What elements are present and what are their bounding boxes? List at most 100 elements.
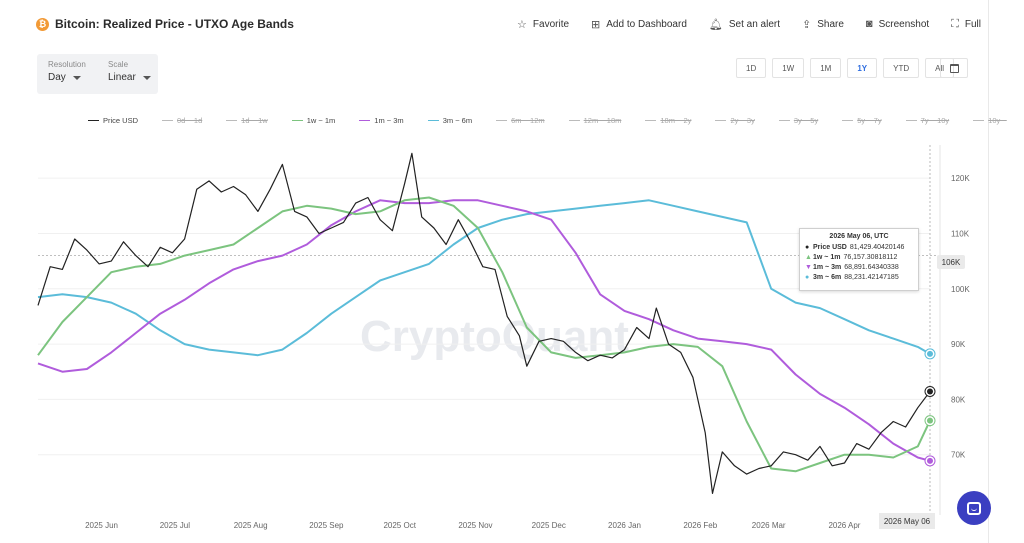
legend-swatch — [715, 119, 727, 122]
legend-item[interactable]: 5y ~ 7y — [842, 116, 882, 125]
range-buttons: 1D 1W 1M 1Y YTD All — [736, 58, 955, 78]
tooltip-series-name: Price USD — [813, 244, 847, 251]
chart-tooltip: 2026 May 06, UTC ● Price USD 81,429.404201… — [799, 228, 919, 291]
legend-swatch — [842, 119, 854, 122]
legend-swatch — [162, 119, 174, 122]
legend-swatch — [905, 119, 917, 122]
tooltip-series-name: 3m ~ 6m — [813, 274, 842, 281]
favorite-button[interactable]: ☆ Favorite — [517, 18, 569, 31]
tooltip-value: 88,231.42147185 — [844, 274, 899, 281]
legend-label: 12m ~ 18m — [583, 116, 622, 125]
legend-swatch — [568, 119, 580, 122]
series-end-marker — [927, 417, 933, 424]
add-to-dashboard-label: Add to Dashboard — [606, 18, 687, 30]
resolution-value: Day — [48, 72, 66, 83]
legend-item[interactable]: 3y ~ 5y — [778, 116, 819, 125]
scale-label: Scale — [108, 60, 129, 69]
legend-item[interactable]: 0d ~ 1d — [162, 116, 202, 125]
calendar-icon — [949, 63, 959, 73]
tooltip-series-name: 1w ~ 1m — [813, 254, 841, 261]
legend-swatch — [291, 119, 303, 122]
y-tick-label: 70K — [951, 451, 966, 460]
camera-icon: ◙ — [865, 18, 873, 30]
set-alert-button[interactable]: 🔔︎ Set an alert — [709, 18, 780, 31]
bitcoin-icon: ₿ — [36, 17, 49, 31]
bell-icon: 🔔︎ — [708, 18, 723, 31]
legend-swatch — [778, 119, 790, 122]
legend-label: 0d ~ 1d — [177, 116, 203, 125]
legend-item[interactable]: 12m ~ 18m — [568, 116, 622, 125]
range-button-1w[interactable]: 1W — [772, 58, 805, 78]
tooltip-value: 81,429.40420146 — [849, 244, 905, 251]
x-tick-label: 2025 Aug — [234, 521, 268, 530]
legend-label: 3m ~ 6m — [442, 116, 473, 125]
legend-item[interactable]: 10y ~ — [973, 116, 1007, 125]
crosshair-price-label: 106K — [937, 255, 965, 269]
legend-label: 2y ~ 3y — [730, 116, 755, 125]
legend-item[interactable]: Price USD — [88, 116, 138, 125]
share-button[interactable]: ⇪ Share — [802, 18, 844, 31]
chart-canvas[interactable]: 70K 80K 90K 100K 110K 120K 2025 Jun 2025 Jul 202… — [0, 0, 988, 543]
series-line-1m-3m — [37, 199, 931, 462]
legend-label: 6m ~ 12m — [511, 116, 545, 125]
fullscreen-label: Full — [964, 18, 981, 30]
crosshair-date-label: 2026 May 06 — [879, 513, 935, 529]
fullscreen-button[interactable]: ⛶ Full — [951, 18, 981, 31]
scale-select[interactable]: Scale Linear — [108, 60, 151, 83]
range-button-all[interactable]: All — [925, 58, 955, 78]
x-tick-label: 2025 Dec — [532, 521, 566, 530]
chat-support-button[interactable] — [957, 491, 991, 525]
legend-item[interactable]: 6m ~ 12m — [496, 116, 545, 125]
legend-swatch — [88, 119, 99, 122]
scale-value: Linear — [108, 72, 136, 83]
x-tick-label: 2025 Jul — [160, 521, 190, 530]
chevron-down-icon — [72, 75, 81, 80]
resolution-select[interactable]: Resolution Day — [48, 60, 86, 83]
legend-item[interactable]: 3m ~ 6m — [427, 116, 473, 125]
share-label: Share — [817, 18, 844, 30]
range-button-1m[interactable]: 1M — [810, 58, 842, 78]
set-alert-label: Set an alert — [728, 18, 781, 30]
series-line-3m-6m — [37, 199, 931, 357]
tooltip-series-name: 1m ~ 3m — [813, 264, 842, 271]
range-button-1y[interactable]: 1Y — [847, 58, 878, 78]
series-end-marker — [927, 457, 933, 464]
legend-label: 18m ~ 2y — [660, 116, 692, 125]
legend-swatch — [427, 119, 439, 122]
series-line-price-usd — [37, 152, 931, 494]
dashboard-add-icon: ⊞ — [591, 18, 601, 31]
tooltip-row: ▲ 1w ~ 1m 76,157.30818112 — [805, 253, 913, 263]
legend-item[interactable]: 1m ~ 3m — [359, 116, 404, 125]
x-tick-label: 2026 Jan — [608, 521, 641, 530]
tooltip-row: ● 3m ~ 6m 88,231.42147185 — [805, 273, 913, 283]
legend-item[interactable]: 7y ~ 10y — [905, 116, 949, 125]
screenshot-button[interactable]: ◙ Screenshot — [866, 18, 929, 30]
series-end-marker — [927, 388, 933, 395]
range-button-1d[interactable]: 1D — [736, 58, 767, 78]
add-to-dashboard-button[interactable]: ⊞ Add to Dashboard — [591, 18, 687, 31]
x-tick-label: 2026 Feb — [683, 521, 717, 530]
legend-label: 1w ~ 1m — [306, 116, 336, 125]
x-tick-label: 2025 Sep — [309, 521, 344, 530]
date-range-picker-button[interactable] — [940, 58, 968, 78]
tooltip-value: 68,891.64340338 — [844, 264, 899, 271]
chart-header: ₿ Bitcoin: Realized Price - UTXO Age Ban… — [36, 12, 981, 36]
share-icon: ⇪ — [802, 18, 812, 31]
legend-item[interactable]: 2y ~ 3y — [715, 116, 755, 125]
x-tick-label: 2026 Apr — [828, 521, 860, 530]
x-tick-label: 2025 Oct — [383, 521, 416, 530]
fullscreen-icon: ⛶ — [951, 17, 959, 30]
legend-item[interactable]: 1d ~ 1w — [226, 116, 268, 125]
tooltip-marker: ● — [805, 244, 810, 251]
tooltip-marker: ▲ — [805, 254, 812, 261]
legend-item[interactable]: 1w ~ 1m — [291, 116, 336, 125]
tooltip-date: 2026 May 06, UTC — [829, 233, 889, 240]
series-end-marker — [927, 350, 933, 357]
range-button-ytd[interactable]: YTD — [883, 58, 920, 78]
legend-item[interactable]: 18m ~ 2y — [645, 116, 691, 125]
watermark: CryptoQuant — [360, 312, 629, 361]
y-tick-label: 120K — [951, 174, 970, 183]
legend-swatch — [226, 119, 238, 122]
y-tick-label: 110K — [951, 229, 970, 238]
legend-label: 3y ~ 5y — [793, 116, 819, 125]
